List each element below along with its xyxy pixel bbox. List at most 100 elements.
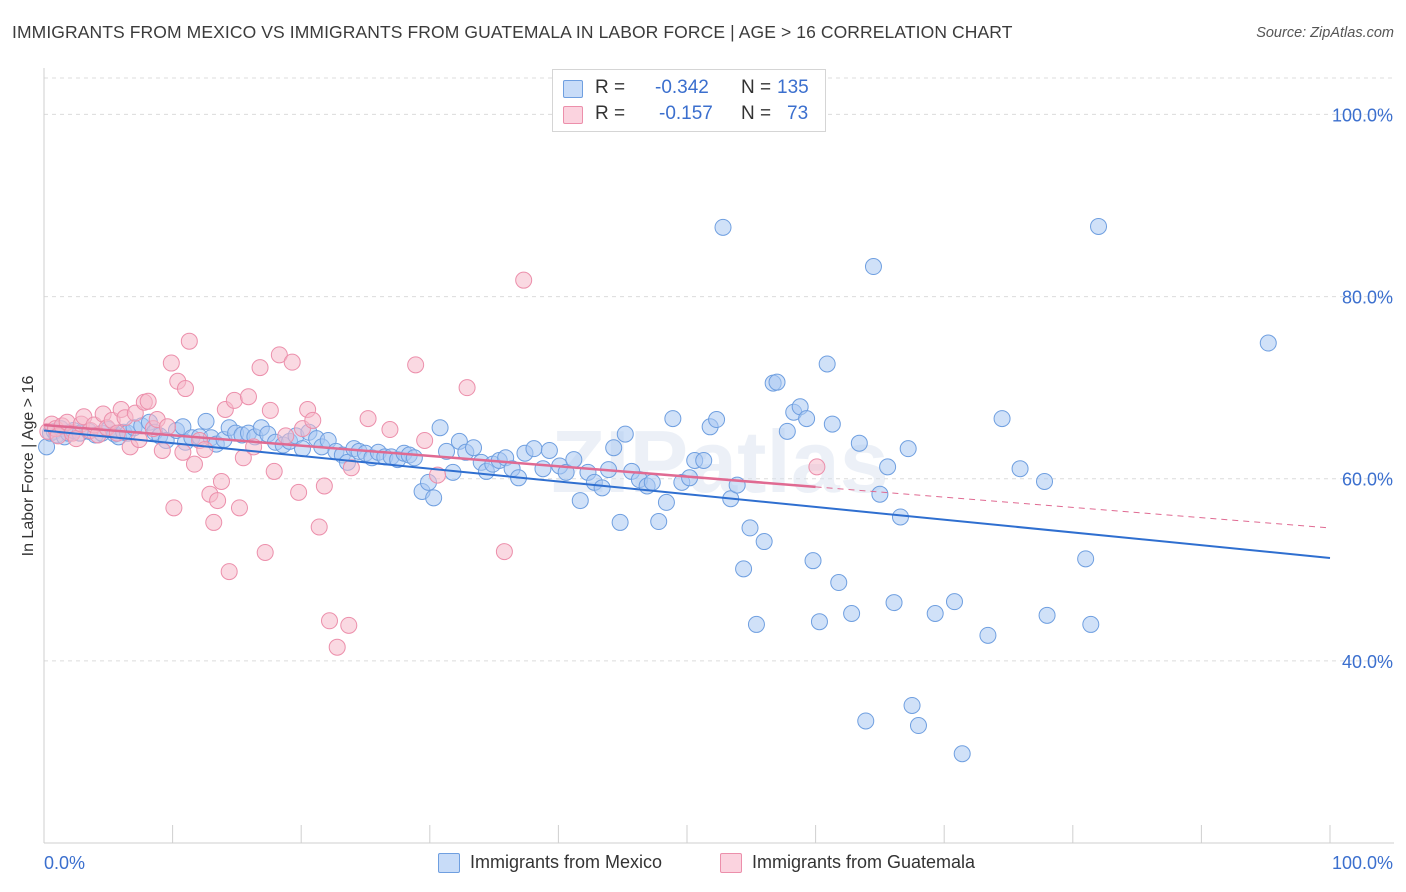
mexico-point <box>465 439 483 457</box>
legend-guatemala-swatch <box>720 853 742 873</box>
x-tick-label-min: 0.0% <box>44 853 85 873</box>
mexico-point <box>818 355 836 373</box>
mexico-point <box>926 605 944 622</box>
guatemala-point <box>126 404 144 422</box>
mexico-point <box>871 485 889 503</box>
chart-title: IMMIGRANTS FROM MEXICO VS IMMIGRANTS FRO… <box>12 22 1013 42</box>
tick-labels: 40.0% 60.0% 80.0% 100.0% 0.0% 100.0% <box>44 105 1393 873</box>
mexico-point <box>605 439 623 457</box>
mexico-point <box>650 513 668 531</box>
mexico-point <box>747 615 765 633</box>
mexico-point <box>768 373 786 391</box>
mexico-point <box>657 493 675 511</box>
mexico-point <box>830 574 848 592</box>
mexico-point <box>1036 472 1054 490</box>
mexico-n-value: 135 <box>777 77 809 98</box>
mexico-point <box>823 415 841 433</box>
guatemala-point <box>239 388 257 406</box>
mexico-point <box>293 440 311 458</box>
guatemala-point <box>328 638 346 656</box>
guatemala-trend-extension <box>815 486 1331 529</box>
y-tick-label: 100.0% <box>1332 105 1393 125</box>
mexico-point <box>695 452 713 469</box>
mexico-point <box>1011 460 1029 478</box>
mexico-point <box>616 425 634 443</box>
mexico-point <box>525 440 543 458</box>
guatemala-point <box>196 441 214 459</box>
mexico-point <box>611 513 629 531</box>
source-credit: Source: ZipAtlas.com <box>1256 25 1394 41</box>
guatemala-point <box>230 499 248 517</box>
guatemala-n-value: 73 <box>787 103 809 124</box>
mexico-point <box>864 258 882 276</box>
mexico-point <box>643 473 661 491</box>
mexico-point <box>565 451 583 469</box>
guatemala-r-label: R = <box>595 103 626 124</box>
mexico-point <box>741 519 759 537</box>
guatemala-point <box>220 563 238 581</box>
guatemala-point <box>158 418 176 436</box>
guatemala-point <box>283 353 301 371</box>
guatemala-point <box>176 380 194 398</box>
mexico-point <box>425 489 443 507</box>
guatemala-point <box>320 612 338 630</box>
y-tick-label: 60.0% <box>1342 470 1393 490</box>
trend-lines <box>43 423 1331 559</box>
guatemala-point <box>165 499 183 517</box>
guatemala-point <box>209 492 227 510</box>
guatemala-point <box>265 462 283 480</box>
mexico-n-label: N = <box>741 77 772 98</box>
guatemala-point <box>515 271 533 289</box>
mexico-r-label: R = <box>595 77 626 98</box>
guatemala-point <box>808 458 826 476</box>
guatemala-point <box>185 455 203 473</box>
mexico-point <box>1259 334 1277 352</box>
guatemala-point <box>251 359 269 377</box>
axes <box>43 68 1394 844</box>
mexico-point <box>993 410 1011 428</box>
guatemala-point <box>458 379 476 397</box>
guatemala-point <box>256 543 274 561</box>
mexico-point <box>891 508 909 526</box>
mexico-point <box>798 410 816 428</box>
data-points <box>38 217 1277 763</box>
mexico-point <box>714 218 732 236</box>
mexico-point <box>593 479 611 497</box>
mexico-point <box>879 458 897 476</box>
guatemala-point <box>416 431 434 449</box>
mexico-point <box>953 745 971 763</box>
mexico-point <box>1038 606 1056 624</box>
guatemala-point <box>139 392 157 410</box>
mexico-point <box>197 412 215 430</box>
guatemala-r-value: -0.157 <box>659 103 713 124</box>
guatemala-point <box>304 411 322 429</box>
mexico-trend-line <box>43 429 1331 559</box>
y-tick-label: 40.0% <box>1342 652 1393 672</box>
mexico-point <box>909 717 927 735</box>
guatemala-point <box>495 543 513 561</box>
mexico-point <box>755 533 773 551</box>
guatemala-point <box>407 356 425 374</box>
mexico-point <box>431 419 449 437</box>
legend-mexico-label: Immigrants from Mexico <box>470 852 663 872</box>
mexico-point <box>843 605 861 622</box>
stats-legend-box: R = -0.342 N = 135 R = -0.157 N = 73 <box>552 69 826 132</box>
mexico-point <box>810 613 828 631</box>
y-tick-label: 80.0% <box>1342 288 1393 308</box>
guatemala-point <box>212 472 230 490</box>
y-axis-label: In Labor Force | Age > 16 <box>20 375 37 557</box>
legend-mexico-swatch <box>438 853 460 873</box>
mexico-point <box>735 560 753 578</box>
mexico-point <box>945 593 963 611</box>
mexico-swatch <box>563 80 583 98</box>
mexico-point <box>438 442 456 460</box>
guatemala-point <box>381 421 399 439</box>
guatemala-point <box>205 513 223 531</box>
guatemala-point <box>429 466 447 484</box>
mexico-point <box>664 410 682 428</box>
guatemala-point <box>153 441 171 459</box>
guatemala-point <box>315 477 333 495</box>
guatemala-n-label: N = <box>741 103 772 124</box>
mexico-point <box>571 492 589 510</box>
mexico-point <box>540 441 558 459</box>
